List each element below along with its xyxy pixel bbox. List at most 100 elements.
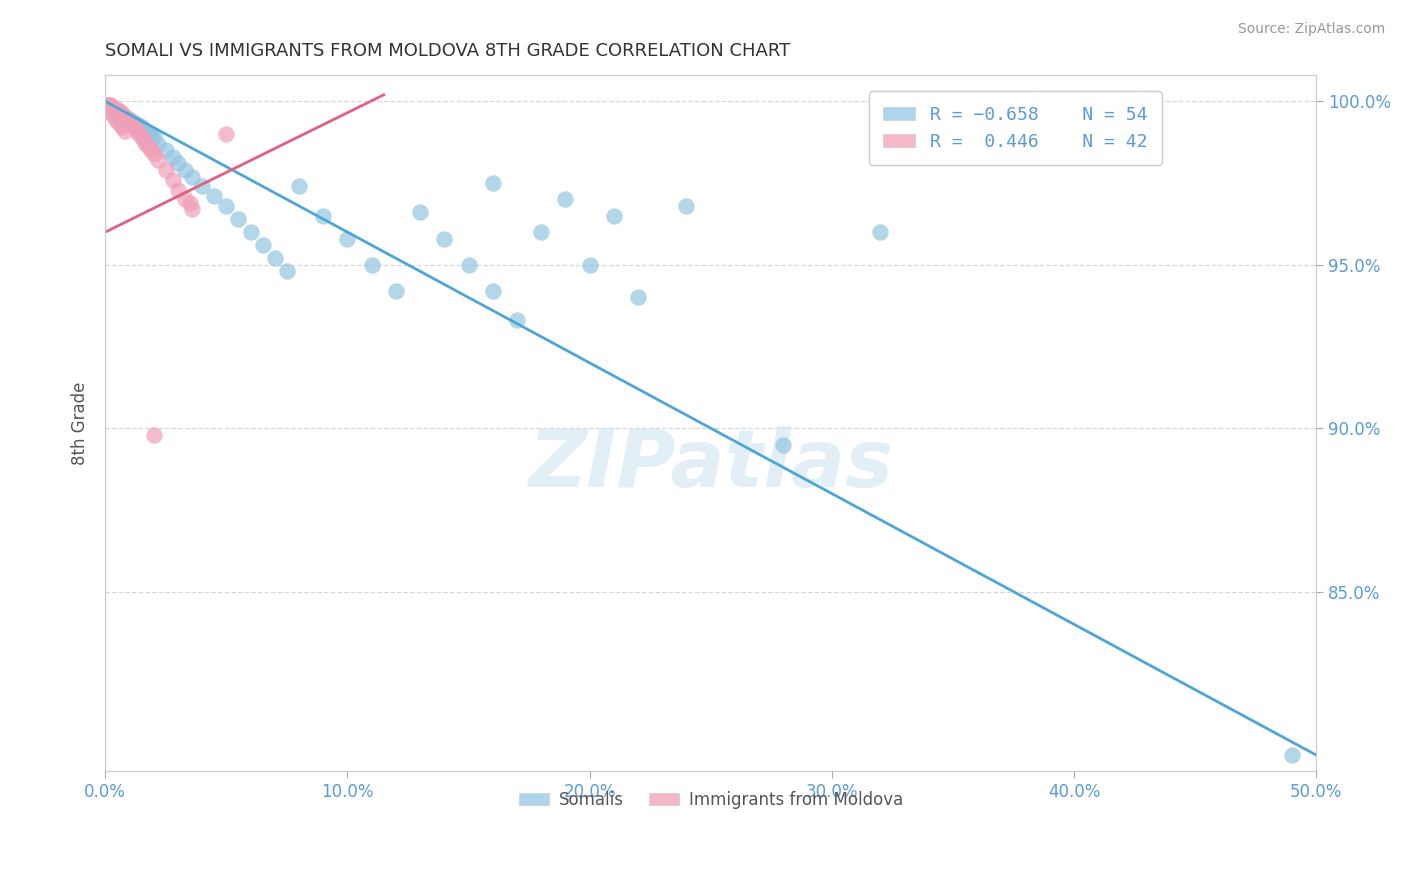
Point — [148, 153, 170, 168]
Point — [111, 120, 134, 135]
Point — [142, 427, 165, 442]
Point — [179, 195, 201, 210]
Point — [162, 173, 184, 187]
Point — [111, 107, 134, 121]
Point — [104, 104, 127, 119]
Point — [312, 209, 335, 223]
Point — [115, 111, 138, 125]
Point — [124, 117, 146, 131]
Point — [131, 130, 153, 145]
Y-axis label: 8th Grade: 8th Grade — [72, 382, 89, 465]
Point — [481, 284, 503, 298]
Point — [239, 225, 262, 239]
Point — [121, 114, 143, 128]
Point — [162, 150, 184, 164]
Point — [276, 264, 298, 278]
Point — [125, 124, 148, 138]
Point — [104, 111, 127, 125]
Point — [138, 127, 160, 141]
Point — [409, 205, 432, 219]
Point — [167, 183, 190, 197]
Point — [869, 225, 891, 239]
Point — [578, 258, 600, 272]
Point — [131, 120, 153, 135]
Point — [181, 202, 204, 217]
Point — [125, 117, 148, 131]
Point — [506, 313, 529, 327]
Point — [142, 130, 165, 145]
Point — [167, 156, 190, 170]
Point — [288, 179, 311, 194]
Point — [135, 136, 157, 151]
Point — [104, 104, 127, 119]
Point — [215, 127, 238, 141]
Point — [385, 284, 408, 298]
Text: SOMALI VS IMMIGRANTS FROM MOLDOVA 8TH GRADE CORRELATION CHART: SOMALI VS IMMIGRANTS FROM MOLDOVA 8TH GR… — [105, 42, 790, 60]
Point — [138, 140, 160, 154]
Point — [124, 120, 146, 135]
Point — [202, 189, 225, 203]
Point — [128, 127, 150, 141]
Point — [132, 124, 155, 138]
Point — [481, 176, 503, 190]
Point — [263, 252, 285, 266]
Point — [98, 101, 121, 115]
Point — [121, 117, 143, 131]
Point — [104, 101, 127, 115]
Point — [111, 107, 134, 121]
Point — [101, 101, 124, 115]
Point — [530, 225, 553, 239]
Point — [141, 127, 163, 141]
Point — [675, 199, 697, 213]
Point — [228, 212, 250, 227]
Point — [132, 134, 155, 148]
Point — [174, 193, 197, 207]
Point — [174, 163, 197, 178]
Point — [98, 97, 121, 112]
Point — [115, 111, 138, 125]
Point — [142, 146, 165, 161]
Point — [433, 232, 456, 246]
Point — [252, 238, 274, 252]
Point — [108, 107, 131, 121]
Point — [155, 163, 177, 178]
Point — [603, 209, 626, 223]
Point — [215, 199, 238, 213]
Point — [457, 258, 479, 272]
Point — [97, 97, 120, 112]
Point — [141, 144, 163, 158]
Point — [97, 101, 120, 115]
Point — [1281, 747, 1303, 762]
Point — [554, 193, 576, 207]
Point — [191, 179, 214, 194]
Point — [135, 124, 157, 138]
Point — [105, 114, 128, 128]
Point — [148, 136, 170, 151]
Point — [336, 232, 359, 246]
Point — [114, 111, 136, 125]
Point — [360, 258, 382, 272]
Point — [98, 97, 121, 112]
Point — [108, 104, 131, 119]
Text: Source: ZipAtlas.com: Source: ZipAtlas.com — [1237, 22, 1385, 37]
Point — [108, 117, 131, 131]
Point — [98, 104, 121, 119]
Text: ZIPatlas: ZIPatlas — [529, 426, 893, 504]
Point — [181, 169, 204, 184]
Point — [101, 107, 124, 121]
Point — [105, 104, 128, 119]
Point — [772, 437, 794, 451]
Point — [155, 144, 177, 158]
Point — [97, 97, 120, 112]
Point — [114, 124, 136, 138]
Legend: Somalis, Immigrants from Moldova: Somalis, Immigrants from Moldova — [512, 784, 910, 815]
Point — [128, 120, 150, 135]
Point — [105, 104, 128, 119]
Point — [627, 290, 650, 304]
Point — [105, 107, 128, 121]
Point — [118, 114, 141, 128]
Point — [118, 114, 141, 128]
Point — [101, 101, 124, 115]
Point — [101, 101, 124, 115]
Point — [114, 111, 136, 125]
